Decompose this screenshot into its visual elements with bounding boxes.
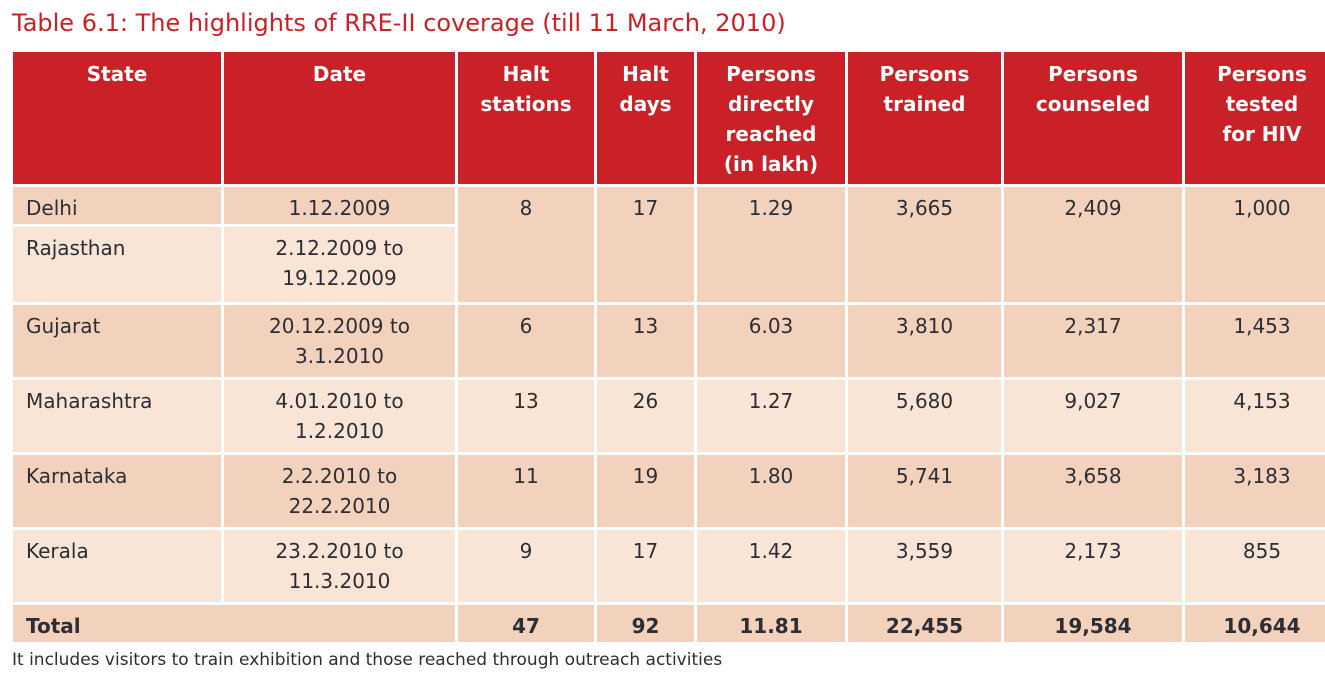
- persons-reached-total-cell: 11.81: [697, 605, 845, 643]
- state-cell: Delhi: [13, 187, 221, 225]
- date-cell: 1.12.2009: [224, 187, 455, 225]
- halt-days-cell: 26: [597, 380, 694, 453]
- header-label: Persons counseled: [1035, 62, 1151, 117]
- persons-counseled-total-cell: 19,584: [1004, 605, 1182, 643]
- persons-counseled-cell: 2,317: [1004, 305, 1182, 378]
- header-label: Halt stations: [480, 62, 572, 117]
- total-label-cell: Total: [13, 605, 455, 643]
- state-cell: Karnataka: [13, 455, 221, 528]
- header-cell-persons-tested: Persons tested for HIV: [1185, 52, 1325, 185]
- header-row: State Date Halt stations Halt days Perso…: [13, 52, 1325, 185]
- table-row-gujarat: Gujarat 20.12.2009 to 3.1.2010 6 13 6.03…: [13, 305, 1325, 378]
- header-cell-persons-counseled: Persons counseled: [1004, 52, 1182, 185]
- halt-stations-cell: 9: [458, 530, 594, 603]
- state-cell: Gujarat: [13, 305, 221, 378]
- header-cell-date: Date: [224, 52, 455, 185]
- header-label: Halt days: [619, 62, 672, 117]
- date-cell: 23.2.2010 to 11.3.2010: [224, 530, 455, 603]
- table-title: Table 6.1: The highlights of RRE-II cove…: [12, 9, 786, 37]
- header-cell-halt-days: Halt days: [597, 52, 694, 185]
- persons-reached-cell: 1.42: [697, 530, 845, 603]
- header-cell-halt-stations: Halt stations: [458, 52, 594, 185]
- header-label: Persons directly reached (in lakh): [723, 62, 819, 177]
- coverage-table: State Date Halt stations Halt days Perso…: [10, 49, 1325, 646]
- table-row-rajasthan: Rajasthan 2.12.2009 to 19.12.2009: [13, 227, 1325, 303]
- table-row-delhi: Delhi 1.12.2009 8 17 1.29 3,665 2,409 1,…: [13, 187, 1325, 303]
- table-footnote: It includes visitors to train exhibition…: [12, 650, 723, 671]
- persons-trained-cell: 3,665: [848, 187, 1001, 303]
- halt-stations-cell: 8: [458, 187, 594, 303]
- persons-trained-cell: 3,810: [848, 305, 1001, 378]
- persons-trained-cell: 5,680: [848, 380, 1001, 453]
- table-row-kerala: Kerala 23.2.2010 to 11.3.2010 9 17 1.42 …: [13, 530, 1325, 603]
- persons-tested-cell: 1,453: [1185, 305, 1325, 378]
- halt-days-cell: 17: [597, 530, 694, 603]
- date-cell: 20.12.2009 to 3.1.2010: [224, 305, 455, 378]
- persons-trained-cell: 5,741: [848, 455, 1001, 528]
- persons-reached-cell: 1.29: [697, 187, 845, 303]
- header-cell-persons-reached: Persons directly reached (in lakh): [697, 52, 845, 185]
- state-cell: Rajasthan: [13, 227, 221, 303]
- date-cell: 4.01.2010 to 1.2.2010: [224, 380, 455, 453]
- halt-days-cell: 17: [597, 187, 694, 303]
- state-cell: Maharashtra: [13, 380, 221, 453]
- halt-stations-total-cell: 47: [458, 605, 594, 643]
- persons-trained-total-cell: 22,455: [848, 605, 1001, 643]
- persons-reached-cell: 6.03: [697, 305, 845, 378]
- header-label: Date: [312, 62, 367, 87]
- halt-stations-cell: 11: [458, 455, 594, 528]
- persons-tested-cell: 855: [1185, 530, 1325, 603]
- persons-counseled-cell: 9,027: [1004, 380, 1182, 453]
- halt-stations-cell: 13: [458, 380, 594, 453]
- halt-stations-cell: 6: [458, 305, 594, 378]
- persons-tested-cell: 1,000: [1185, 187, 1325, 303]
- state-cell: Kerala: [13, 530, 221, 603]
- header-cell-state: State: [13, 52, 221, 185]
- persons-tested-cell: 4,153: [1185, 380, 1325, 453]
- persons-counseled-cell: 2,409: [1004, 187, 1182, 303]
- persons-counseled-cell: 2,173: [1004, 530, 1182, 603]
- header-cell-persons-trained: Persons trained: [848, 52, 1001, 185]
- persons-reached-cell: 1.27: [697, 380, 845, 453]
- halt-days-cell: 13: [597, 305, 694, 378]
- header-label: State: [86, 62, 148, 87]
- table-row-karnataka: Karnataka 2.2.2010 to 22.2.2010 11 19 1.…: [13, 455, 1325, 528]
- table-row-total: Total 47 92 11.81 22,455 19,584 10,644: [13, 605, 1325, 643]
- date-cell: 2.12.2009 to 19.12.2009: [224, 227, 455, 303]
- halt-days-total-cell: 92: [597, 605, 694, 643]
- persons-tested-cell: 3,183: [1185, 455, 1325, 528]
- persons-tested-total-cell: 10,644: [1185, 605, 1325, 643]
- persons-counseled-cell: 3,658: [1004, 455, 1182, 528]
- date-cell: 2.2.2010 to 22.2.2010: [224, 455, 455, 528]
- header-label: Persons trained: [879, 62, 970, 117]
- persons-trained-cell: 3,559: [848, 530, 1001, 603]
- document-page: Table 6.1: The highlights of RRE-II cove…: [10, 9, 1325, 671]
- halt-days-cell: 19: [597, 455, 694, 528]
- table-row-maharashtra: Maharashtra 4.01.2010 to 1.2.2010 13 26 …: [13, 380, 1325, 453]
- header-label: Persons tested for HIV: [1217, 62, 1307, 147]
- persons-reached-cell: 1.80: [697, 455, 845, 528]
